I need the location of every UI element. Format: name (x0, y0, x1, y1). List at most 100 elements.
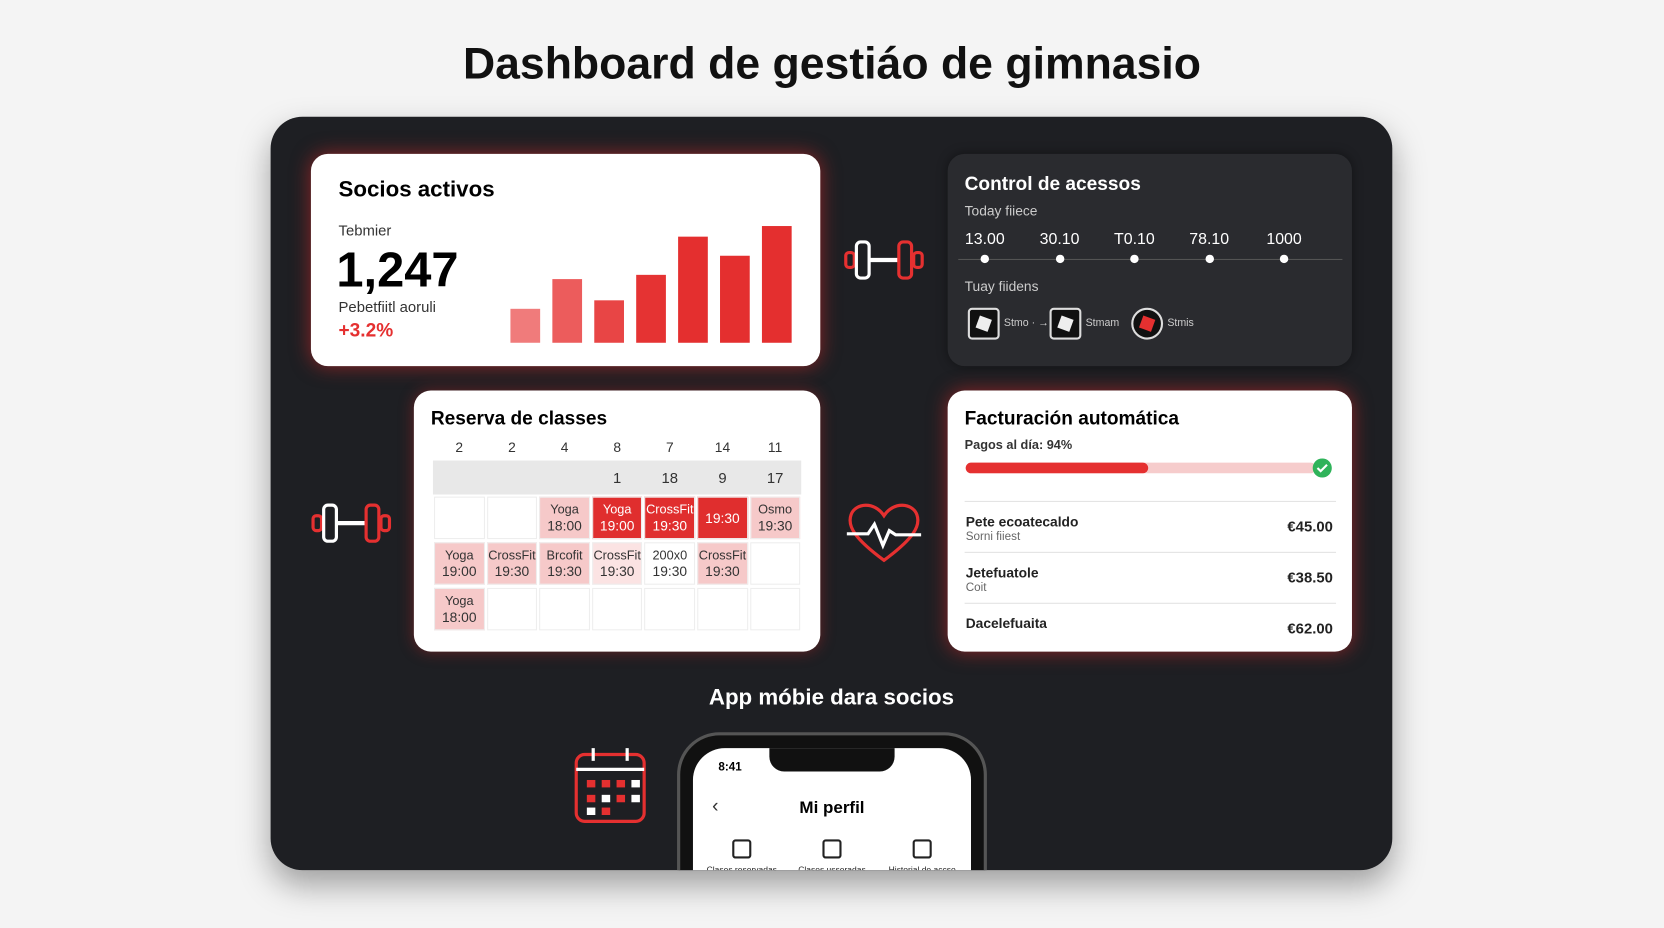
sublabel: Pebetfiitl aoruli (338, 298, 436, 316)
bar-chart (510, 226, 792, 343)
progress-fill (965, 462, 1148, 474)
class-cell (434, 496, 485, 540)
page-title: Dashboard de gestiáo de gimnasio (462, 38, 1201, 89)
class-cell (644, 587, 696, 631)
class-time: 19:30 (652, 517, 688, 534)
row-name: Jetefuatole (965, 564, 1039, 581)
row-amount: €62.00 (1287, 619, 1333, 637)
status: Pagos al día: 94% (964, 437, 1073, 453)
class-cell: 19:30 (697, 496, 748, 540)
day-label: 2 (508, 439, 516, 456)
entry-icon (967, 307, 1000, 340)
divider (964, 602, 1337, 604)
day-label: 7 (665, 439, 674, 456)
class-cell: CrossFit 19:30 (591, 542, 643, 585)
tab-icon (912, 839, 932, 859)
class-name: Yoga (444, 593, 474, 609)
divider (964, 551, 1337, 553)
date-label: 9 (718, 469, 727, 487)
tab[interactable]: Clases usseradas (787, 839, 876, 870)
entry-label: Stmis (1167, 317, 1194, 329)
class-name: CrossFit (488, 547, 536, 563)
time-label: 13.00 (964, 230, 1005, 249)
bar (510, 308, 541, 343)
access-card: Control de acessos Today fiiece Tuay fii… (947, 153, 1352, 367)
date-label: 18 (661, 469, 679, 487)
class-cell: CrossFit 19:30 (697, 542, 748, 585)
tab-icon (732, 839, 752, 859)
members-card: Socios activos Tebmier 1,247 Pebetfiitl … (310, 153, 821, 367)
time-label: 1000 (1266, 230, 1302, 249)
tab-label: Clases usseradas (798, 864, 866, 871)
label: Tebmier (338, 221, 392, 239)
screen-title: Mi perfil (799, 799, 865, 818)
class-cell: Yoga 19:00 (591, 496, 643, 540)
date-label: 1 (613, 469, 622, 487)
bar (552, 279, 583, 343)
class-name: CrossFit (646, 501, 694, 517)
row-note: Sorni fiiest (965, 530, 1021, 544)
section-label: Tuay fiidens (964, 278, 1039, 294)
back-button[interactable]: ‹ (712, 794, 719, 817)
time-dot (1279, 254, 1289, 264)
card-title: Control de acessos (964, 172, 1141, 195)
class-cell: 200x0 19:30 (644, 542, 696, 585)
row-name: Dacelefuaita (965, 615, 1047, 632)
date-label: 17 (766, 469, 784, 487)
heart-icon (846, 503, 922, 563)
card-title: Socios activos (338, 177, 495, 202)
bar (761, 226, 792, 343)
progress-track (965, 462, 1316, 474)
time-dot (1130, 254, 1139, 264)
class-cell (539, 587, 590, 631)
tab[interactable]: Clases reservadas (697, 839, 786, 870)
member-count: 1,247 (336, 241, 459, 298)
time-label: T0.10 (1114, 230, 1155, 249)
class-time: 19:30 (652, 563, 688, 580)
phone: 8:41 ‹ Mi perfil Clases reservadas Clases… (677, 732, 987, 871)
class-cell: CrossFit 19:30 (644, 496, 696, 540)
tab[interactable]: Historial de accso (878, 839, 967, 870)
class-cell: Osmo 19:30 (749, 496, 801, 540)
class-name: Brcofit (546, 547, 583, 563)
classes-card: Reserva de classes 2 2 4 8 7 14 11 1 18 9 17 Yoga 18… (413, 390, 821, 652)
day-label: 14 (714, 439, 731, 456)
tab-icon (822, 839, 842, 859)
class-time: 18:00 (547, 517, 582, 534)
day-label: 11 (767, 439, 783, 456)
class-name: CrossFit (698, 547, 747, 563)
tab-label: Historial de accso (888, 864, 956, 871)
class-cell: Yoga 19:00 (434, 542, 485, 585)
subtitle: Today fiiece (964, 202, 1038, 219)
class-time: 19:30 (757, 517, 793, 534)
class-name: 200x0 (652, 547, 688, 563)
class-cell (486, 496, 538, 540)
time-dot (1204, 254, 1214, 264)
phone-screen: 8:41 ‹ Mi perfil Clases reservadas Clases… (692, 748, 971, 871)
class-time: 19:30 (705, 563, 740, 580)
class-cell (486, 587, 538, 631)
notch (769, 748, 895, 772)
class-name: Yoga (602, 501, 632, 517)
class-cell: Brcofit 19:30 (539, 542, 590, 585)
entry-label: Stmam (1085, 317, 1120, 329)
dumbbell-icon (311, 503, 392, 543)
class-cell: Yoga 18:00 (539, 496, 590, 540)
calendar-icon (574, 748, 646, 823)
entry-icon (1131, 307, 1164, 340)
class-name: Yoga (550, 501, 579, 517)
day-label: 2 (455, 439, 464, 456)
row-amount: €38.50 (1287, 568, 1333, 586)
row-name: Pete ecoatecaldo (965, 513, 1079, 530)
app-title: App móbie dara socios (708, 685, 955, 710)
class-time: 18:00 (442, 609, 477, 626)
card-title: Facturación automática (964, 407, 1180, 429)
tab-label: Clases reservadas (706, 864, 777, 871)
class-cell: CrossFit 19:30 (486, 542, 538, 585)
class-cell (591, 587, 643, 631)
day-label: 8 (613, 439, 622, 456)
check-icon (1312, 458, 1332, 478)
class-cell (697, 587, 748, 631)
